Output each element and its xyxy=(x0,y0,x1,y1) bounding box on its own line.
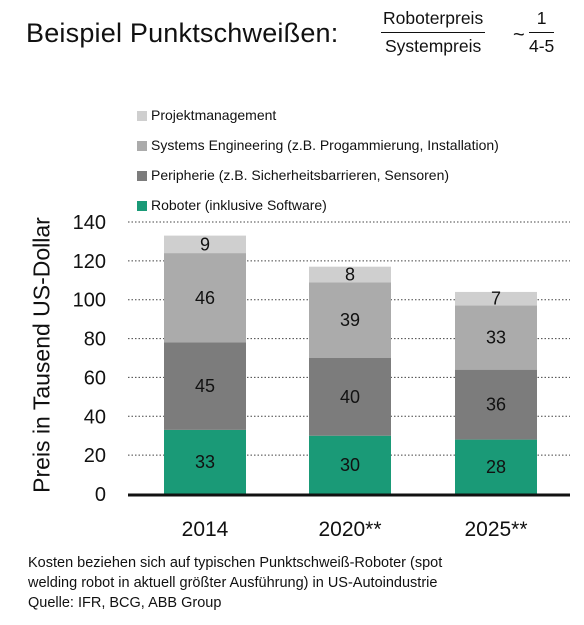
ratio-fraction: Roboterpreis Systempreis xyxy=(381,8,486,57)
bar-segment xyxy=(309,435,391,494)
bar-segment xyxy=(164,235,246,254)
legend-item: Systems Engineering (z.B. Progammierung,… xyxy=(137,134,499,164)
y-tick-label: 140 xyxy=(73,212,106,234)
chart-title-row: Beispiel Punktschweißen: Roboterpreis Sy… xyxy=(26,4,582,68)
data-label: 46 xyxy=(195,288,215,308)
data-label: 33 xyxy=(486,328,506,348)
data-label: 40 xyxy=(340,387,360,407)
data-label: 39 xyxy=(340,310,360,330)
data-label: 28 xyxy=(486,457,506,477)
y-tick-label: 0 xyxy=(95,484,106,506)
legend-swatch xyxy=(137,111,147,121)
data-label: 33 xyxy=(195,452,215,472)
approx-symbol: ~ xyxy=(513,24,525,46)
legend-label: Peripherie (z.B. Sicherheitsbarrieren, S… xyxy=(151,167,450,183)
legend-swatch xyxy=(137,171,147,181)
bar-segment xyxy=(309,282,391,358)
x-tick-label: 2014 xyxy=(182,518,229,541)
chart-footnote: Kosten beziehen sich auf typischen Punkt… xyxy=(28,553,584,613)
legend-label: Projektmanagement xyxy=(151,107,277,123)
ratio-value-numerator: 1 xyxy=(529,8,555,33)
bar-segment xyxy=(164,429,246,494)
bar-segment xyxy=(455,369,537,440)
legend-swatch xyxy=(137,201,147,211)
bar-segment xyxy=(455,439,537,494)
y-tick-label: 100 xyxy=(73,290,106,312)
x-tick-label: 2020** xyxy=(318,518,381,541)
legend-label: Roboter (inklusive Software) xyxy=(151,197,327,213)
legend-label: Systems Engineering (z.B. Progammierung,… xyxy=(151,137,499,153)
y-tick-label: 40 xyxy=(84,406,106,428)
y-tick-label: 60 xyxy=(84,367,106,389)
footnote-source: Quelle: IFR, BCG, ABB Group xyxy=(28,595,222,611)
y-tick-label: 120 xyxy=(73,251,106,273)
ratio-numerator: Roboterpreis xyxy=(381,8,486,33)
y-tick-label: 80 xyxy=(84,329,106,351)
data-label: 7 xyxy=(491,289,501,309)
bar-segment xyxy=(164,253,246,343)
legend-swatch xyxy=(137,141,147,151)
data-label: 45 xyxy=(195,376,215,396)
bar-segment xyxy=(309,358,391,436)
bar-segment xyxy=(455,305,537,370)
bar-segment xyxy=(164,342,246,430)
legend-item: Projektmanagement xyxy=(137,104,499,134)
ratio-value-denominator: 4-5 xyxy=(529,36,555,56)
data-label: 9 xyxy=(200,234,210,254)
data-label: 36 xyxy=(486,395,506,415)
ratio-denominator: Systempreis xyxy=(384,36,482,56)
chart-legend: Projektmanagement Systems Engineering (z.… xyxy=(137,104,499,224)
legend-item: Roboter (inklusive Software) xyxy=(137,194,499,224)
legend-item: Peripherie (z.B. Sicherheitsbarrieren, S… xyxy=(137,164,499,194)
y-tick-label: 20 xyxy=(84,445,106,467)
data-label: 8 xyxy=(345,264,355,284)
data-label: 30 xyxy=(340,455,360,475)
bar-segment xyxy=(455,291,537,306)
footnote-line-2: welding robot in aktuell größter Ausführ… xyxy=(28,575,438,591)
ratio-value-fraction: 1 4-5 xyxy=(529,8,555,57)
x-tick-label: 2025** xyxy=(464,518,527,541)
bar-segment xyxy=(309,266,391,283)
chart-title: Beispiel Punktschweißen: xyxy=(26,18,339,48)
footnote-line-1: Kosten beziehen sich auf typischen Punkt… xyxy=(28,555,443,571)
